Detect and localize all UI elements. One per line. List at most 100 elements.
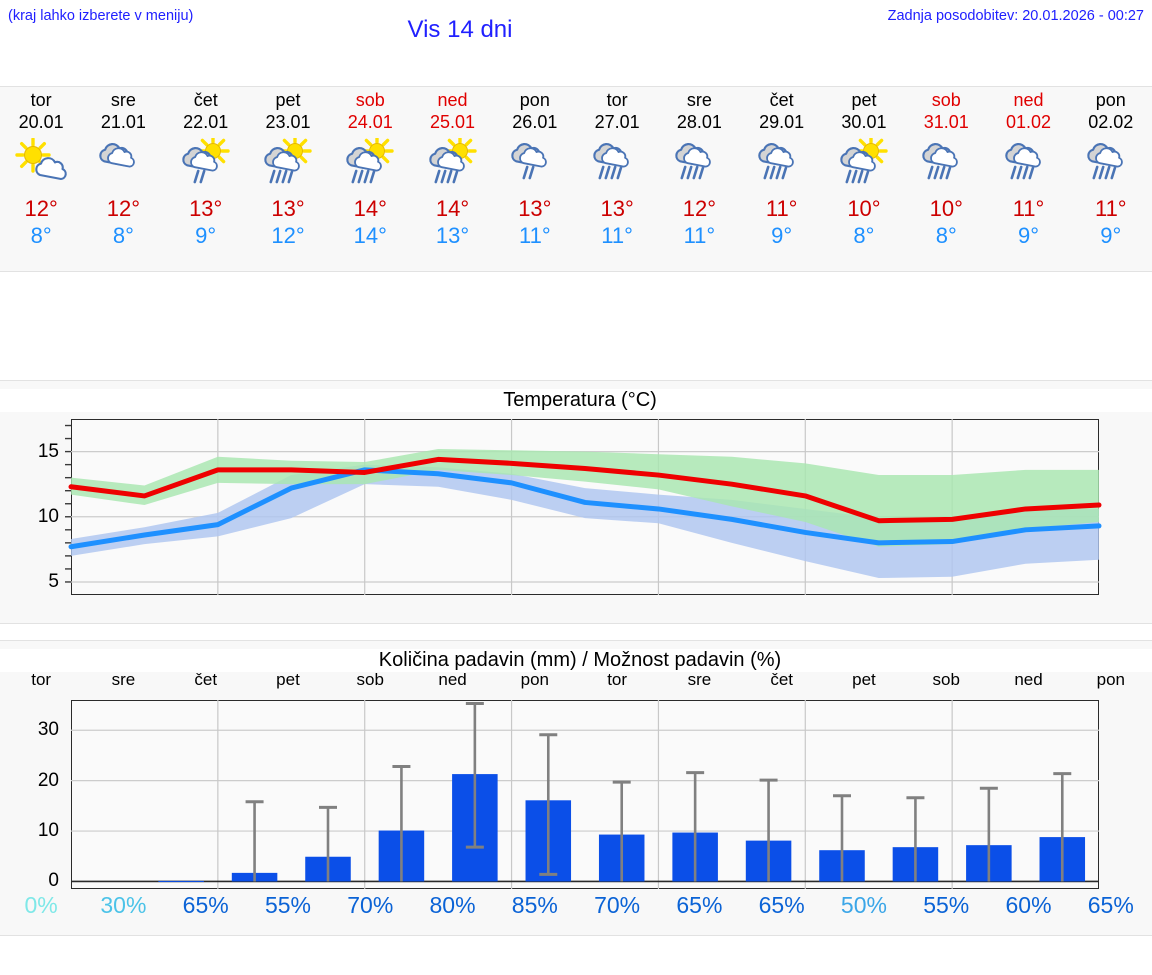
precipitation-chart-title: Količina padavin (mm) / Možnost padavin …	[0, 649, 1152, 672]
weather-icon-wrapper	[741, 133, 823, 195]
sun-cloud-rain-heavy-icon	[840, 138, 888, 184]
day-of-week-label: pon	[519, 90, 550, 110]
precipitation-probability: 85%	[511, 892, 558, 918]
precipitation-chart-svg	[71, 700, 1099, 889]
precipitation-y-tick: 30	[37, 719, 59, 741]
day-column[interactable]: sre 21.01 12° 8°	[82, 87, 164, 271]
day-column[interactable]: ned 25.01 14° 13°	[411, 87, 493, 271]
cloud-rain-heavy-icon	[1087, 143, 1123, 180]
day-date-label: 21.01	[100, 112, 146, 132]
page-title: Vis 14 dni	[407, 16, 513, 43]
sun-cloud-rain-heavy-icon	[428, 138, 477, 184]
temperature-chart-svg	[65, 419, 1102, 595]
precipitation-day-label: sob	[356, 670, 384, 689]
precipitation-probability: 65%	[1087, 892, 1134, 918]
temperature-y-tick: 5	[48, 570, 59, 592]
weather-icon-wrapper	[329, 133, 411, 195]
day-column[interactable]: sob 31.01 10° 8°	[905, 87, 987, 271]
precipitation-day-label: sre	[111, 670, 136, 689]
min-temperature: 8°	[935, 223, 957, 248]
cloudy-icon	[99, 143, 136, 168]
day-date-label: 02.02	[1088, 112, 1134, 132]
precipitation-day-label: pon	[1096, 670, 1125, 689]
precipitation-day-label: pon	[520, 670, 550, 689]
precipitation-y-tick: 20	[37, 769, 59, 791]
max-temperature: 12°	[24, 196, 58, 221]
day-column[interactable]: čet 29.01 11° 9°	[741, 87, 823, 271]
weather-icon-wrapper	[823, 133, 905, 195]
sun-cloud-rain-heavy-icon	[346, 138, 394, 184]
min-temperature: 8°	[853, 223, 875, 248]
min-temperature: 8°	[112, 223, 134, 248]
day-column[interactable]: tor 27.01 13° 11°	[576, 87, 658, 271]
weather-icon-wrapper	[165, 133, 247, 195]
day-of-week-label: čet	[769, 90, 794, 110]
day-column[interactable]: pet 30.01 10° 8°	[823, 87, 905, 271]
precipitation-day-label: ned	[1014, 670, 1043, 689]
precipitation-probability: 60%	[1005, 892, 1052, 918]
day-date-label: 20.01	[18, 112, 64, 132]
max-temperature: 10°	[847, 196, 881, 221]
day-of-week-label: čet	[193, 90, 218, 110]
precipitation-day-label: pet	[852, 670, 876, 689]
precipitation-day-label: tor	[607, 670, 628, 689]
day-date-label: 31.01	[923, 112, 969, 132]
day-column[interactable]: sre 28.01 12° 11°	[658, 87, 740, 271]
weather-icon-wrapper	[494, 133, 576, 195]
day-of-week-label: sob	[355, 90, 385, 110]
menu-hint-text: (kraj lahko izberete v meniju)	[8, 8, 194, 24]
day-of-week-label: pon	[1095, 90, 1126, 110]
min-temperature: 11°	[519, 223, 551, 248]
max-temperature: 14°	[435, 196, 470, 221]
day-of-week-label: sob	[931, 90, 961, 110]
precipitation-probability: 50%	[840, 892, 887, 918]
min-temperature: 9°	[195, 223, 217, 248]
cloud-rain-heavy-icon	[1004, 143, 1041, 180]
probability-of-precipitation-row: 0% 30% 65% 55% 70% 80% 85% 70% 65% 65% 50% 55% 60% 65…	[0, 892, 1152, 926]
day-date-label: 29.01	[759, 112, 805, 132]
precipitation-probability: 80%	[429, 892, 476, 918]
day-column[interactable]: sob 24.01 14° 14°	[329, 87, 411, 271]
day-column[interactable]: pet 23.01 13° 12°	[247, 87, 329, 271]
day-date-label: 30.01	[841, 112, 887, 132]
min-temperature: 12°	[271, 223, 305, 248]
day-of-week-label: ned	[437, 90, 468, 110]
precipitation-day-label: čet	[194, 670, 218, 689]
precipitation-day-label: pet	[276, 670, 300, 689]
day-date-label: 22.01	[183, 112, 229, 132]
day-column[interactable]: čet 22.01 13° 9°	[165, 87, 247, 271]
day-date-label: 24.01	[347, 112, 393, 132]
precipitation-probability: 65%	[758, 892, 805, 918]
weather-icon-wrapper	[0, 133, 82, 195]
day-column[interactable]: pon 02.02 11° 9°	[1070, 87, 1152, 271]
daily-forecast-strip: tor 20.01 12° 8° sre 21.01 12° 8° čet 22.01 13° 9° p…	[0, 86, 1152, 272]
cloud-rain-light-icon	[511, 143, 547, 180]
precipitation-day-label: sob	[932, 670, 960, 689]
day-date-label: 25.01	[430, 112, 476, 132]
precipitation-probability: 65%	[676, 892, 723, 918]
day-of-week-label: pet	[851, 90, 877, 110]
day-column[interactable]: ned 01.02 11° 9°	[987, 87, 1069, 271]
cloud-rain-heavy-icon	[675, 143, 712, 180]
max-temperature: 11°	[765, 196, 798, 221]
day-of-week-label: tor	[606, 90, 628, 110]
max-temperature: 13°	[600, 196, 634, 221]
day-date-label: 26.01	[512, 112, 558, 132]
day-of-week-label: tor	[30, 90, 52, 110]
day-column[interactable]: tor 20.01 12° 8°	[0, 87, 82, 271]
day-date-label: 28.01	[676, 112, 722, 132]
weather-icon-wrapper	[576, 133, 658, 195]
min-temperature: 9°	[1017, 223, 1040, 248]
sun-cloud-rain-light-icon	[182, 138, 230, 184]
min-temperature: 11°	[601, 223, 633, 248]
precipitation-chart-section: Količina padavin (mm) / Možnost padavin …	[0, 640, 1152, 936]
precipitation-probability: 65%	[182, 892, 229, 918]
day-column[interactable]: pon 26.01 13° 11°	[494, 87, 576, 271]
precipitation-probability: 70%	[594, 892, 641, 918]
cloud-rain-heavy-icon	[922, 143, 959, 180]
max-temperature: 13°	[189, 196, 223, 221]
weather-icon-wrapper	[905, 133, 987, 195]
precipitation-y-tick: 10	[37, 820, 59, 842]
precipitation-day-label: sre	[687, 670, 712, 689]
